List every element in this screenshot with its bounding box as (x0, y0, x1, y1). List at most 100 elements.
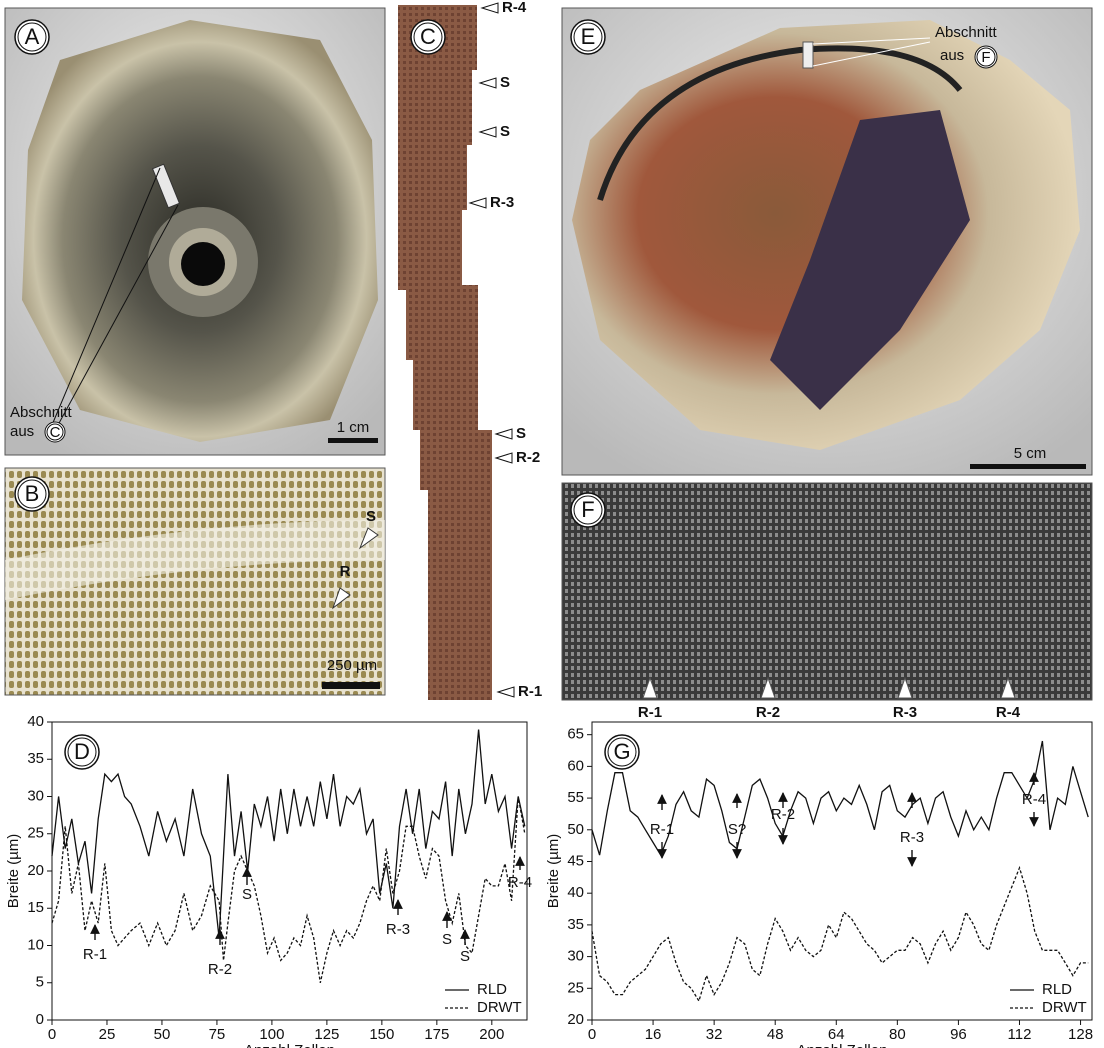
y-axis-label: Breite (µm) (545, 834, 562, 908)
annotation: R-4 (1022, 791, 1046, 808)
marker-label: R-2 (756, 704, 780, 721)
marker-label: R-3 (893, 704, 917, 721)
x-axis-label: Anzahl Zellen (797, 1042, 888, 1048)
y-tick-label: 55 (567, 789, 584, 806)
annotation: S (242, 886, 252, 903)
y-tick-label: 35 (567, 916, 584, 933)
plot-frame (592, 722, 1092, 1020)
y-tick-label: 45 (567, 852, 584, 869)
y-tick-label: 5 (36, 974, 44, 991)
label: C (50, 424, 61, 441)
x-tick-label: 128 (1068, 1026, 1093, 1043)
x-tick-label: 112 (1008, 1026, 1032, 1043)
photo-c (398, 5, 492, 700)
y-tick-label: 25 (27, 825, 44, 842)
annotation: R-2 (208, 961, 232, 978)
x-tick-label: 50 (154, 1026, 171, 1043)
y-tick-label: 50 (567, 821, 584, 838)
x-tick-label: 125 (314, 1026, 339, 1043)
panel-label: F (571, 493, 605, 527)
panel-label: E (571, 20, 605, 54)
y-tick-label: 20 (27, 862, 44, 879)
annotation: R-2 (771, 806, 795, 823)
scale-label: 5 cm (1014, 445, 1047, 462)
scale-label: 250 µm (327, 657, 377, 674)
annotation: R-1 (83, 946, 107, 963)
photo-f (562, 483, 1092, 700)
y-tick-label: 60 (567, 757, 584, 774)
x-tick-label: 25 (99, 1026, 116, 1043)
marker-label: R-1 (518, 683, 542, 700)
marker-label: S (366, 508, 376, 525)
panel-label: C (411, 20, 445, 54)
legend-label: DRWT (477, 999, 522, 1016)
label: F (981, 49, 990, 66)
marker (496, 453, 512, 463)
y-tick-label: 65 (567, 726, 584, 743)
annotation: R-4 (508, 874, 532, 891)
note: aus (940, 47, 964, 64)
annotation: R-3 (386, 921, 410, 938)
panel-label: A (15, 20, 49, 54)
annotation: S (442, 931, 452, 948)
y-tick-label: 35 (27, 750, 44, 767)
y-tick-label: 30 (567, 948, 584, 965)
legend-label: DRWT (1042, 999, 1087, 1016)
x-tick-label: 200 (479, 1026, 504, 1043)
x-tick-label: 16 (645, 1026, 662, 1043)
note-ref: C (45, 422, 65, 442)
x-tick-label: 48 (767, 1026, 784, 1043)
label: F (581, 497, 594, 522)
x-tick-label: 32 (706, 1026, 723, 1043)
y-tick-label: 0 (36, 1011, 44, 1028)
x-tick-label: 150 (369, 1026, 394, 1043)
panel-label: D (74, 739, 90, 764)
marker-label: S (500, 123, 510, 140)
legend-label: RLD (1042, 981, 1072, 998)
marker-label: S (500, 74, 510, 91)
note: Abschnitt (10, 404, 73, 421)
note: aus (10, 423, 34, 440)
y-tick-label: 10 (27, 936, 44, 953)
x-tick-label: 175 (424, 1026, 449, 1043)
figure: A Abschnitt aus C 1 cm B S R 250 µm C R-… (0, 0, 1104, 1048)
x-tick-label: 0 (48, 1026, 56, 1043)
annotation: R-3 (900, 829, 924, 846)
marker (496, 429, 512, 439)
x-tick-label: 96 (950, 1026, 967, 1043)
marker-label: R-1 (638, 704, 662, 721)
scale-label: 1 cm (337, 419, 370, 436)
y-tick-label: 25 (567, 979, 584, 996)
y-tick-label: 20 (567, 1011, 584, 1028)
plot-frame (52, 722, 527, 1020)
marker-label: R-4 (502, 0, 527, 16)
label: B (25, 481, 40, 506)
marker-label: R-4 (996, 704, 1021, 721)
label: A (25, 24, 40, 49)
panel-label: G (613, 739, 630, 764)
marker-label: R-2 (516, 449, 540, 466)
marker (480, 127, 496, 137)
label: C (420, 24, 436, 49)
annotation: S? (728, 821, 746, 838)
annotation: R-1 (650, 821, 674, 838)
x-tick-label: 75 (209, 1026, 226, 1043)
legend-label: RLD (477, 981, 507, 998)
photo-e (562, 8, 1092, 475)
y-tick-label: 15 (27, 899, 44, 916)
y-tick-label: 30 (27, 787, 44, 804)
x-axis-label: Anzahl Zellen (244, 1042, 335, 1048)
marker (482, 3, 498, 13)
annotation: S (460, 948, 470, 965)
marker-label: R (340, 563, 351, 580)
x-tick-label: 100 (259, 1026, 284, 1043)
y-axis-label: Breite (µm) (5, 834, 22, 908)
marker (470, 198, 486, 208)
x-tick-label: 0 (588, 1026, 596, 1043)
x-tick-label: 64 (828, 1026, 845, 1043)
marker (498, 687, 514, 697)
y-tick-label: 40 (567, 884, 584, 901)
y-tick-label: 40 (27, 713, 44, 730)
marker-label: R-3 (490, 194, 514, 211)
note: Abschnitt (935, 24, 998, 41)
